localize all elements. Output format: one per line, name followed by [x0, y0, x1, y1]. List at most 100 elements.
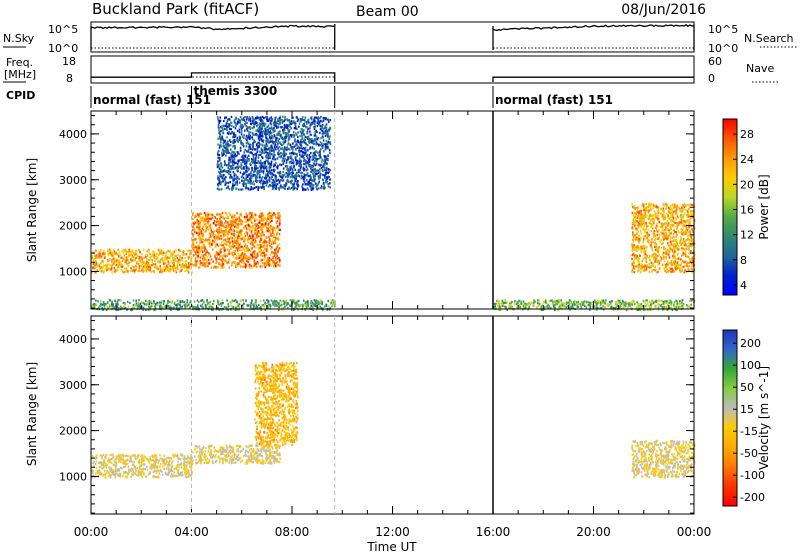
power-cell: [159, 252, 162, 255]
power-cell: [555, 302, 557, 305]
power-cell: [258, 307, 261, 310]
power-cell: [205, 238, 207, 241]
power-cell: [259, 173, 261, 176]
power-cell: [111, 259, 113, 262]
power-cell: [241, 155, 243, 158]
power-cell: [304, 135, 307, 138]
power-cell: [264, 256, 266, 259]
power-cell: [207, 302, 210, 305]
power-cell: [181, 256, 183, 260]
power-cell: [126, 300, 129, 303]
power-cell: [271, 231, 274, 235]
power-cell: [244, 178, 246, 181]
power-cell: [249, 216, 252, 219]
power-cell: [242, 182, 244, 185]
power-cell: [233, 132, 235, 135]
power-cell: [287, 307, 289, 310]
power-cell: [112, 257, 115, 260]
power-cell: [277, 243, 279, 247]
power-cell: [253, 305, 255, 308]
power-cell: [220, 304, 223, 307]
power-cell: [203, 262, 205, 265]
power-cell: [196, 220, 198, 223]
power-cell: [239, 158, 241, 162]
power-cell: [270, 233, 272, 236]
power-cell: [272, 261, 274, 264]
power-cell: [259, 240, 261, 243]
power-cell: [322, 185, 324, 189]
power-cell: [256, 256, 258, 259]
power-cell: [147, 268, 149, 271]
power-cell: [306, 122, 308, 125]
power-cell: [114, 269, 117, 272]
power-cell: [289, 304, 292, 307]
power-cell: [273, 153, 275, 156]
power-cell: [275, 126, 278, 129]
power-cell: [528, 307, 531, 310]
power-cell: [224, 230, 226, 233]
power-cell: [231, 300, 233, 303]
power-cell: [293, 164, 295, 168]
power-cell: [179, 270, 181, 273]
power-cell: [149, 267, 152, 270]
power-cell: [228, 249, 231, 252]
power-cell: [299, 168, 302, 172]
power-cell: [222, 178, 224, 181]
power-cell: [307, 183, 309, 186]
power-cell: [240, 299, 242, 302]
power-cell: [255, 186, 257, 189]
power-cell: [585, 306, 587, 310]
power-cell: [295, 140, 297, 143]
power-cell: [681, 304, 683, 307]
power-cell: [242, 255, 245, 258]
power-cell: [225, 148, 227, 151]
power-cell: [511, 300, 513, 304]
power-cell: [599, 301, 602, 304]
power-cell: [276, 166, 279, 169]
power-cell: [290, 308, 293, 311]
power-cell: [306, 302, 308, 305]
power-cell: [311, 172, 314, 175]
power-cell: [215, 213, 218, 216]
power-cell: [279, 125, 282, 129]
power-cell: [614, 300, 617, 304]
power-cell: [197, 306, 200, 310]
power-cell: [299, 167, 302, 170]
power-cell: [269, 244, 271, 247]
power-cell: [315, 163, 317, 166]
power-cell: [228, 162, 231, 165]
power-cell: [176, 265, 179, 268]
power-cell: [267, 170, 269, 173]
power-cell: [204, 250, 207, 253]
power-cell: [275, 124, 277, 127]
power-cell: [226, 226, 228, 229]
power-cell: [272, 214, 274, 217]
power-cell: [98, 269, 101, 272]
power-cell: [244, 224, 247, 227]
power-cell: [321, 168, 324, 171]
power-cell: [244, 171, 247, 174]
power-cell: [217, 220, 220, 223]
power-cell: [248, 119, 250, 122]
power-cell: [193, 221, 196, 224]
power-cell: [95, 299, 97, 302]
power-cell: [267, 157, 270, 160]
power-cell: [257, 124, 259, 127]
power-cell: [254, 148, 257, 151]
power-cell: [135, 268, 138, 271]
power-cell: [243, 257, 245, 260]
power-cell: [597, 299, 600, 303]
power-cell: [269, 226, 272, 229]
power-cell: [569, 299, 571, 302]
power-cell: [257, 227, 259, 230]
power-cell: [621, 299, 624, 302]
power-cell: [221, 177, 223, 180]
power-cell: [282, 138, 284, 141]
power-cell: [218, 129, 220, 132]
power-cell: [260, 259, 263, 262]
power-cell: [194, 256, 197, 260]
power-cell: [189, 306, 192, 309]
power-cell: [302, 155, 305, 158]
power-cell: [214, 234, 217, 237]
power-cell: [242, 303, 244, 307]
